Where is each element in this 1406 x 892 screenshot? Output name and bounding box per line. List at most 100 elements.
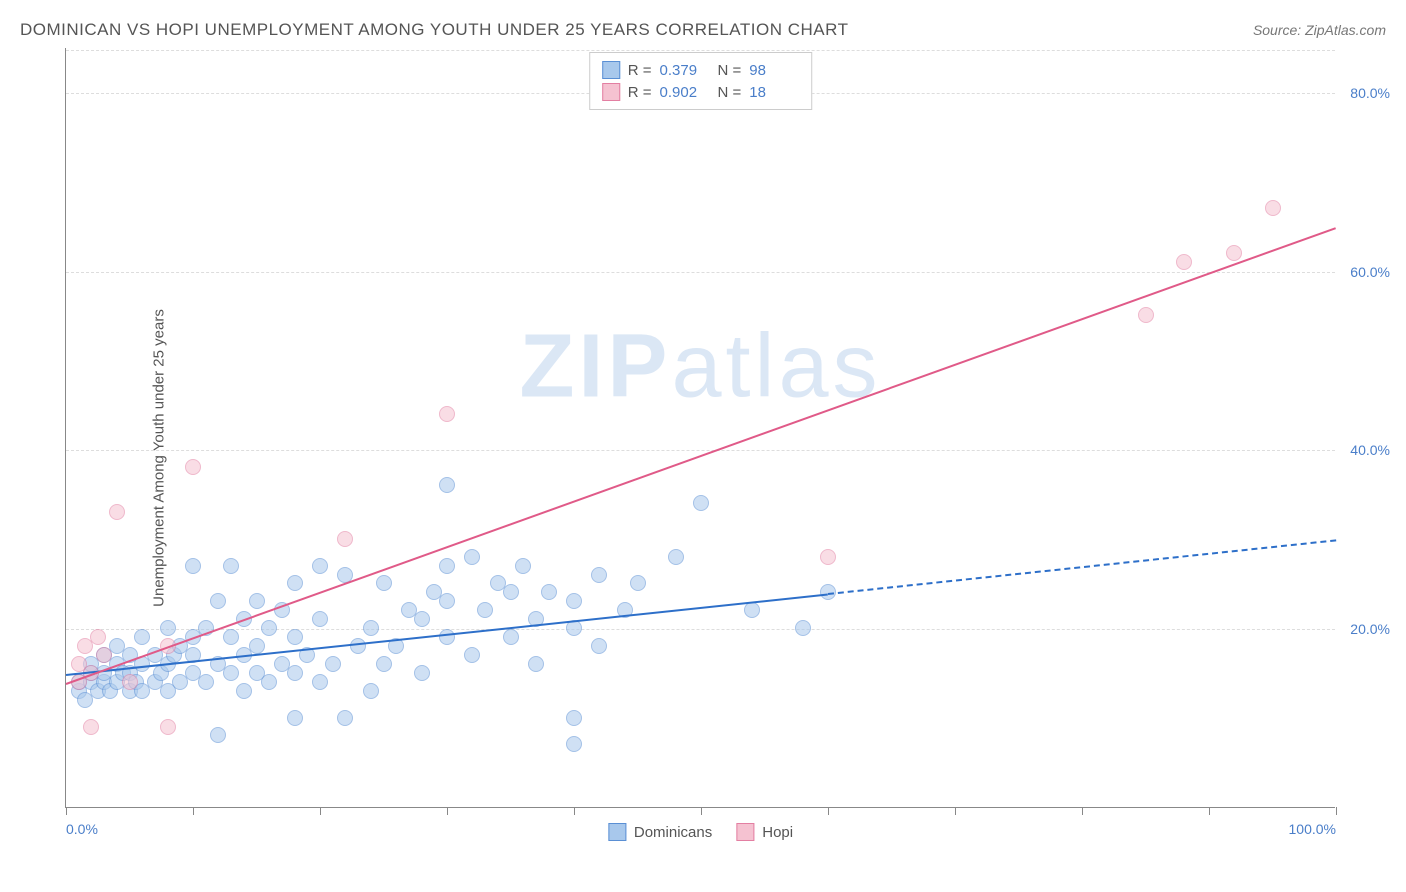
gridline <box>66 50 1335 51</box>
data-point <box>210 593 226 609</box>
data-point <box>515 558 531 574</box>
data-point <box>566 593 582 609</box>
trend-line <box>828 540 1336 596</box>
data-point <box>439 593 455 609</box>
data-point <box>249 593 265 609</box>
x-tick <box>447 807 448 815</box>
stats-legend: R = 0.379 N = 98 R = 0.902 N = 18 <box>589 52 813 110</box>
data-point <box>83 719 99 735</box>
legend-item-dominicans: Dominicans <box>608 823 712 841</box>
swatch-hopi <box>602 83 620 101</box>
data-point <box>249 638 265 654</box>
data-point <box>414 611 430 627</box>
gridline <box>66 272 1335 273</box>
r-value-dominicans: 0.379 <box>660 62 710 79</box>
gridline <box>66 450 1335 451</box>
data-point <box>122 674 138 690</box>
data-point <box>109 504 125 520</box>
data-point <box>363 683 379 699</box>
data-point <box>198 674 214 690</box>
data-point <box>668 549 684 565</box>
data-point <box>541 584 557 600</box>
swatch-dominicans <box>602 61 620 79</box>
data-point <box>287 575 303 591</box>
data-point <box>414 665 430 681</box>
data-point <box>261 620 277 636</box>
x-tick <box>66 807 67 815</box>
data-point <box>503 629 519 645</box>
data-point <box>325 656 341 672</box>
data-point <box>566 736 582 752</box>
y-tick-label: 20.0% <box>1350 621 1390 637</box>
x-tick <box>1209 807 1210 815</box>
data-point <box>160 620 176 636</box>
stats-row-hopi: R = 0.902 N = 18 <box>602 81 800 103</box>
n-label: N = <box>718 84 742 101</box>
chart-title: DOMINICAN VS HOPI UNEMPLOYMENT AMONG YOU… <box>20 20 848 40</box>
data-point <box>464 549 480 565</box>
n-label: N = <box>718 62 742 79</box>
stats-row-dominicans: R = 0.379 N = 98 <box>602 59 800 81</box>
data-point <box>312 611 328 627</box>
x-tick-label: 100.0% <box>1289 821 1336 837</box>
data-point <box>464 647 480 663</box>
data-point <box>1265 200 1281 216</box>
data-point <box>439 629 455 645</box>
data-point <box>591 638 607 654</box>
data-point <box>185 459 201 475</box>
r-label: R = <box>628 84 652 101</box>
data-point <box>1176 254 1192 270</box>
data-point <box>439 558 455 574</box>
data-point <box>261 674 277 690</box>
data-point <box>630 575 646 591</box>
data-point <box>337 710 353 726</box>
header: DOMINICAN VS HOPI UNEMPLOYMENT AMONG YOU… <box>20 20 1386 40</box>
trend-line <box>66 227 1337 685</box>
data-point <box>287 710 303 726</box>
data-point <box>795 620 811 636</box>
legend-label-dominicans: Dominicans <box>634 824 712 841</box>
r-label: R = <box>628 62 652 79</box>
x-tick <box>701 807 702 815</box>
data-point <box>185 558 201 574</box>
data-point <box>223 665 239 681</box>
data-point <box>363 620 379 636</box>
data-point <box>439 477 455 493</box>
data-point <box>96 647 112 663</box>
data-point <box>210 727 226 743</box>
data-point <box>477 602 493 618</box>
data-point <box>1226 245 1242 261</box>
legend-swatch-hopi <box>736 823 754 841</box>
chart-container: Unemployment Among Youth under 25 years … <box>20 48 1380 868</box>
data-point <box>744 602 760 618</box>
data-point <box>312 674 328 690</box>
x-tick <box>320 807 321 815</box>
data-point <box>312 558 328 574</box>
n-value-hopi: 18 <box>749 84 799 101</box>
legend-label-hopi: Hopi <box>762 824 793 841</box>
data-point <box>287 629 303 645</box>
y-tick-label: 40.0% <box>1350 442 1390 458</box>
data-point <box>350 638 366 654</box>
n-value-dominicans: 98 <box>749 62 799 79</box>
data-point <box>439 406 455 422</box>
y-tick-label: 60.0% <box>1350 264 1390 280</box>
legend-item-hopi: Hopi <box>736 823 793 841</box>
data-point <box>376 575 392 591</box>
plot-area: ZIPatlas R = 0.379 N = 98 R = 0.902 N = … <box>65 48 1335 808</box>
data-point <box>1138 307 1154 323</box>
x-tick <box>193 807 194 815</box>
x-tick <box>1082 807 1083 815</box>
data-point <box>134 629 150 645</box>
series-legend: Dominicans Hopi <box>608 823 793 841</box>
data-point <box>820 549 836 565</box>
data-point <box>693 495 709 511</box>
watermark: ZIPatlas <box>519 315 881 418</box>
data-point <box>503 584 519 600</box>
x-tick <box>574 807 575 815</box>
x-tick <box>955 807 956 815</box>
x-tick-label: 0.0% <box>66 821 98 837</box>
data-point <box>287 665 303 681</box>
data-point <box>236 683 252 699</box>
data-point <box>566 710 582 726</box>
